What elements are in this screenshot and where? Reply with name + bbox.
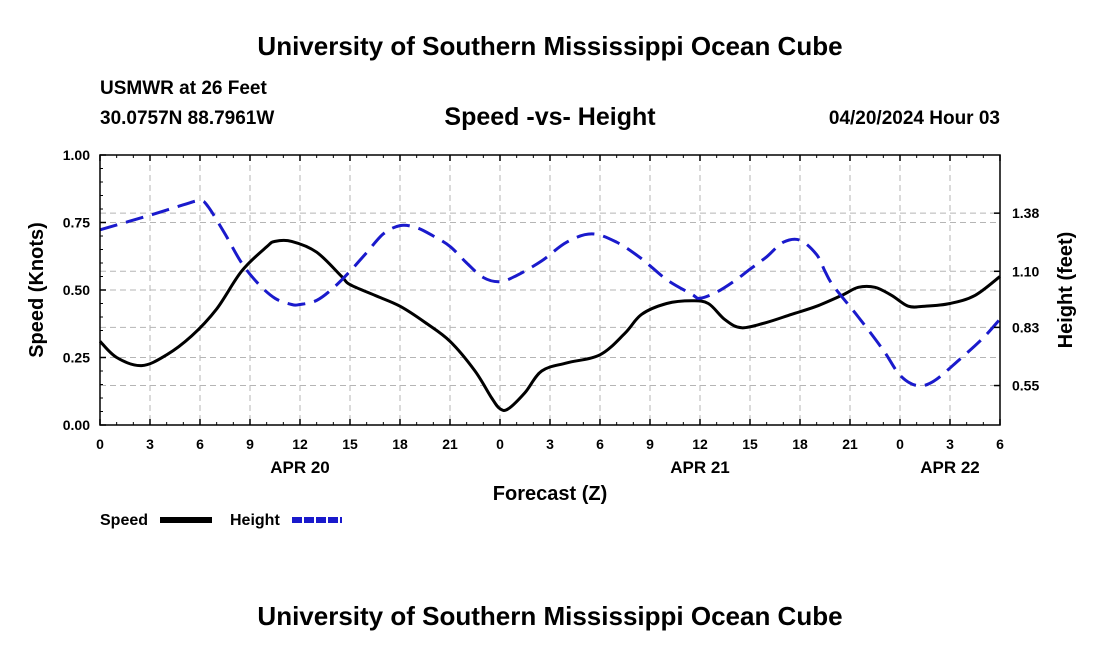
y2-tick-label: 1.38 bbox=[1012, 205, 1039, 221]
x-tick-label: 9 bbox=[246, 436, 254, 452]
date-label: APR 21 bbox=[670, 458, 730, 477]
x-tick-label: 21 bbox=[842, 436, 858, 452]
legend: Speed Height bbox=[100, 512, 342, 529]
x-tick-label: 3 bbox=[146, 436, 154, 452]
x-tick-label: 6 bbox=[996, 436, 1004, 452]
y-axis-label: Speed (Knots) bbox=[26, 222, 48, 358]
y-tick-label: 0.75 bbox=[63, 215, 90, 231]
x-tick-label: 12 bbox=[292, 436, 308, 452]
x-tick-label: 0 bbox=[496, 436, 504, 452]
y-tick-label: 0.00 bbox=[63, 417, 90, 433]
x-tick-label: 0 bbox=[896, 436, 904, 452]
y-tick-label: 1.00 bbox=[63, 147, 90, 163]
x-tick-label: 3 bbox=[546, 436, 554, 452]
y-tick-label: 0.50 bbox=[63, 282, 90, 298]
y2-axis-label: Height (feet) bbox=[1055, 232, 1077, 349]
y-tick-label: 0.25 bbox=[63, 350, 90, 366]
x-tick-label: 15 bbox=[742, 436, 758, 452]
datetime-label: 04/20/2024 Hour 03 bbox=[829, 108, 1000, 129]
location-label: 30.0757N 88.7961W bbox=[100, 108, 274, 129]
x-tick-label: 9 bbox=[646, 436, 654, 452]
x-tick-label: 3 bbox=[946, 436, 954, 452]
chart-title: Speed -vs- Height bbox=[444, 103, 656, 131]
page-title: University of Southern Mississippi Ocean… bbox=[257, 31, 842, 61]
grid-lines bbox=[100, 155, 1000, 425]
footer-title: University of Southern Mississippi Ocean… bbox=[257, 601, 842, 631]
speed-line bbox=[98, 238, 1001, 412]
station-label: USMWR at 26 Feet bbox=[100, 78, 267, 99]
date-label: APR 20 bbox=[270, 458, 330, 477]
x-tick-label: 0 bbox=[96, 436, 104, 452]
legend-label-height: Height bbox=[230, 512, 280, 529]
y2-tick-label: 1.10 bbox=[1012, 263, 1039, 279]
data-series bbox=[98, 199, 1002, 412]
x-axis-label: Forecast (Z) bbox=[493, 483, 607, 505]
legend-label-speed: Speed bbox=[100, 512, 148, 529]
x-tick-label: 18 bbox=[792, 436, 808, 452]
x-tick-label: 15 bbox=[342, 436, 358, 452]
date-label: APR 22 bbox=[920, 458, 980, 477]
height-line bbox=[99, 199, 1002, 388]
y2-tick-label: 0.83 bbox=[1012, 319, 1039, 335]
x-tick-label: 6 bbox=[196, 436, 204, 452]
x-tick-label: 18 bbox=[392, 436, 408, 452]
x-tick-label: 12 bbox=[692, 436, 708, 452]
axes: 0 3 6 9 12 15 18 21 0 3 6 9 12 15 18 21 0 3 6 0.00 0.25 0.50 0… bbox=[63, 147, 1040, 477]
y2-tick-label: 0.55 bbox=[1012, 378, 1039, 394]
x-tick-label: 6 bbox=[596, 436, 604, 452]
x-tick-label: 21 bbox=[442, 436, 458, 452]
